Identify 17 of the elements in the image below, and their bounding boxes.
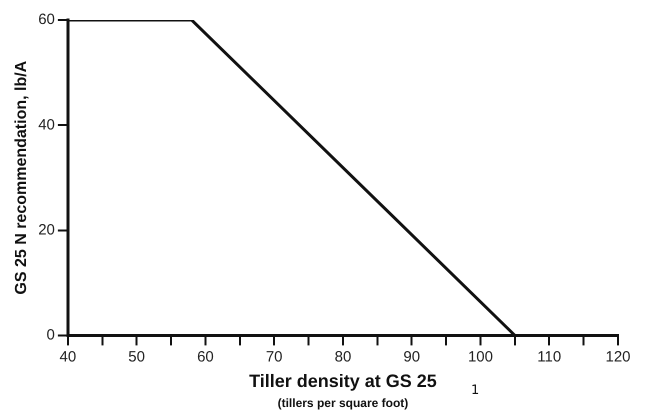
text: 1 (470, 383, 480, 398)
y-axis-title: GS 25 N recommendation, lb/A (13, 60, 30, 295)
x-tick-label: 80 (334, 348, 352, 366)
x-tick-label: 60 (197, 348, 214, 366)
x-tick-label: 110 (537, 348, 562, 366)
y-tick-label: 60 (38, 11, 55, 28)
y-tick-label: 0 (46, 326, 55, 344)
x-tick-label: 50 (128, 348, 145, 366)
x-tick-label: 40 (60, 348, 76, 366)
x-tick-label: 90 (403, 348, 420, 366)
y-tick-label: 40 (38, 116, 55, 134)
text: (tillers per square foot) (278, 396, 408, 410)
y-tick-label: 20 (38, 221, 55, 238)
x-tick-label: 100 (468, 348, 493, 366)
x-tick-label: 120 (605, 348, 631, 366)
x-tick-label: 70 (266, 348, 283, 366)
x-axis-title: Tiller density at GS 25 (249, 371, 437, 392)
